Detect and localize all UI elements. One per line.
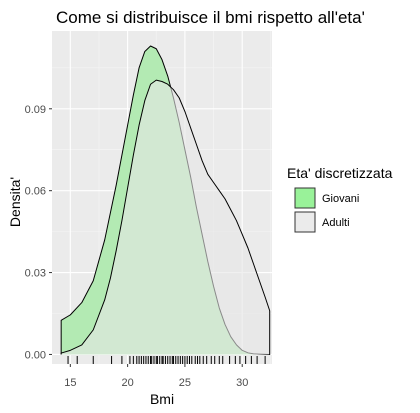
density-areas (60, 45, 271, 355)
y-tick-label-1: 0.03 (25, 268, 46, 280)
density-fill-adulti (61, 80, 270, 355)
x-axis-title: Bmi (150, 391, 174, 407)
y-tick-label-3: 0.09 (25, 104, 46, 116)
y-tick-label-2: 0.06 (25, 186, 46, 198)
chart-title: Come si distribuisce il bmi rispetto all… (56, 8, 365, 27)
y-tick-label-0: 0.00 (25, 349, 46, 361)
y-axis-title: Densita' (7, 177, 23, 227)
legend-label-adulti: Adulti (322, 217, 350, 229)
legend-label-giovani: Giovani (322, 193, 359, 205)
x-tick-label-3: 30 (236, 377, 248, 389)
legend-swatch-adulti (294, 211, 316, 233)
density-line-adulti (60, 79, 271, 355)
legend-items: Giovani Adulti (294, 187, 359, 233)
y-axis: 0.00 0.03 0.06 0.09 (25, 104, 52, 361)
x-tick-label-0: 15 (64, 377, 76, 389)
legend-title: Eta' discretizzata (287, 165, 393, 181)
legend-swatch-giovani (294, 187, 316, 209)
rug-marks (67, 356, 266, 364)
x-axis: 15 20 25 30 (64, 364, 248, 389)
x-tick-label-1: 20 (122, 377, 134, 389)
x-tick-label-2: 25 (179, 377, 191, 389)
legend: Eta' discretizzata Giovani Adulti (287, 165, 393, 233)
